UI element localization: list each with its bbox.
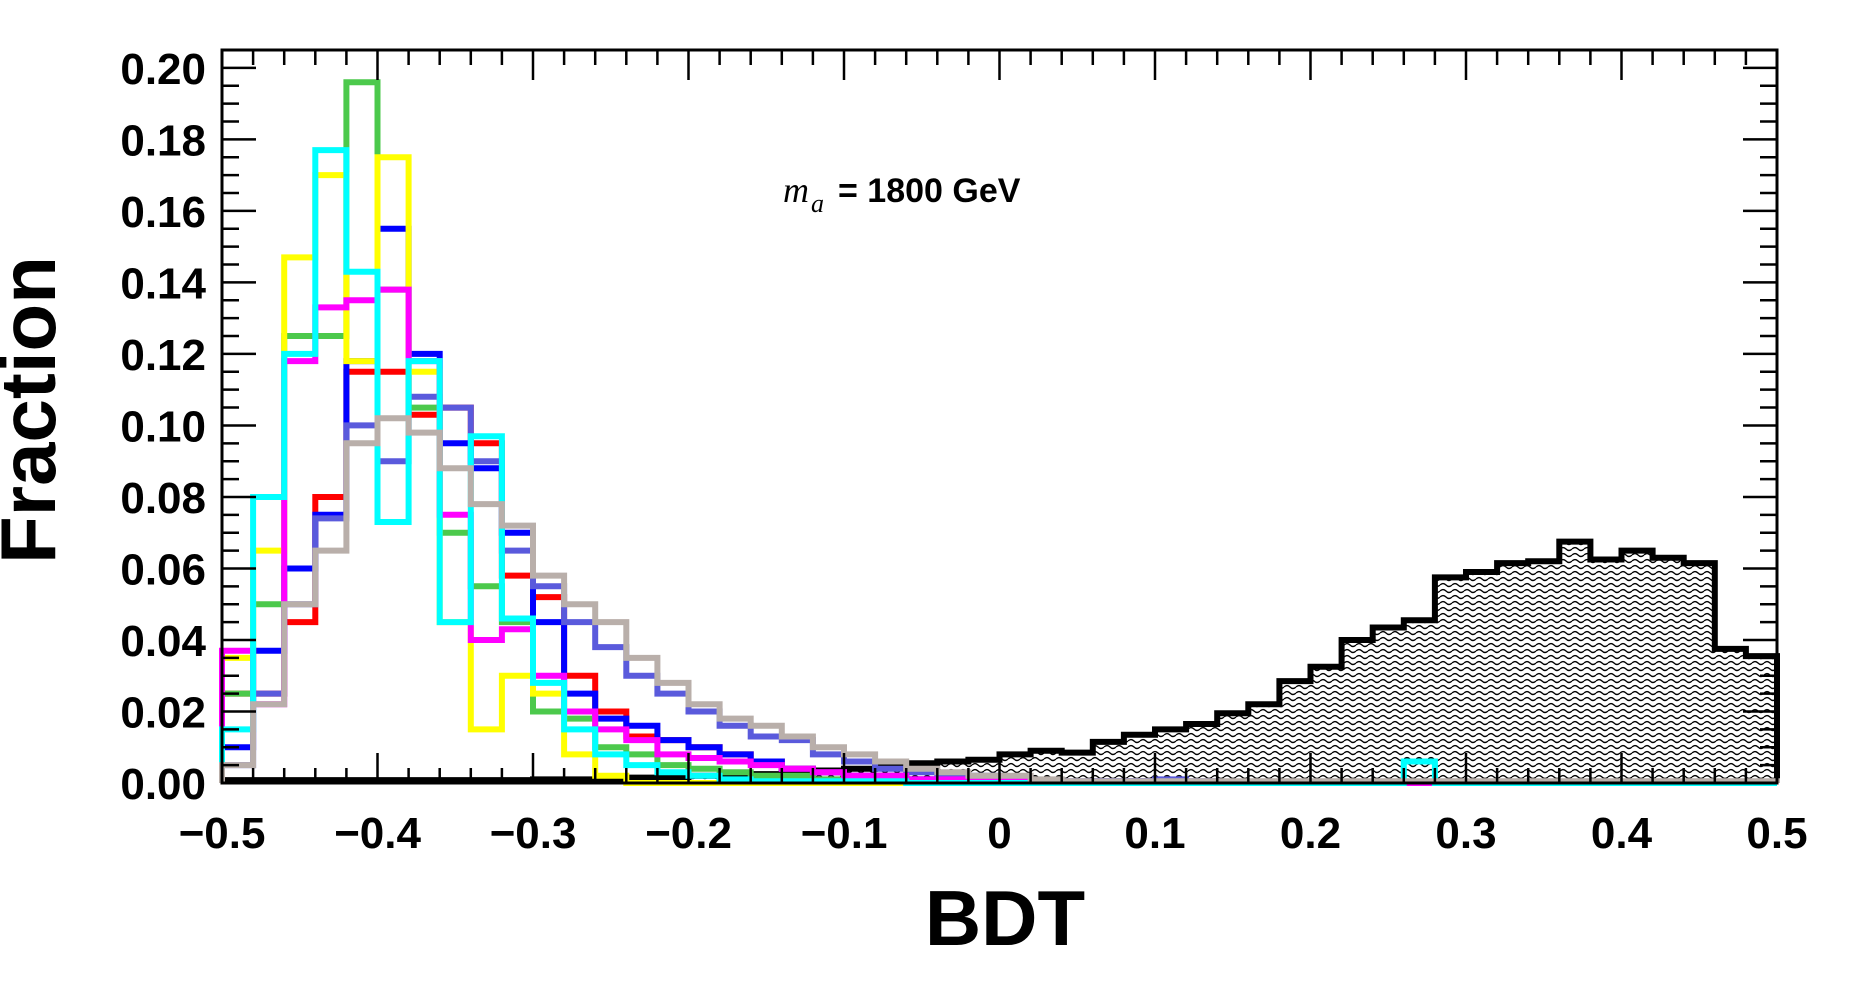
annotation-symbol: m bbox=[783, 170, 809, 210]
x-tick-label: 0.3 bbox=[1435, 809, 1496, 858]
y-tick-label: 0.00 bbox=[120, 760, 206, 809]
series-0-fill bbox=[222, 541, 1777, 783]
x-tick-label: −0.2 bbox=[645, 809, 732, 858]
x-tick-label: 0.5 bbox=[1746, 809, 1807, 858]
mass-annotation: m a = 1800 GeV bbox=[783, 170, 1021, 218]
y-tick-label: 0.18 bbox=[120, 116, 206, 165]
y-tick-label: 0.14 bbox=[120, 259, 206, 308]
y-tick-label: 0.02 bbox=[120, 688, 206, 737]
tick-labels: −0.5 −0.4 −0.3 −0.2 −0.1 0 0.1 0.2 0.3 0.4 0.5 0.00… bbox=[120, 45, 1807, 858]
annotation-subscript: a bbox=[811, 189, 824, 218]
y-tick-label: 0.08 bbox=[120, 474, 206, 523]
y-axis-title: Fraction bbox=[0, 256, 72, 564]
x-tick-label: −0.1 bbox=[801, 809, 888, 858]
series-0-outline bbox=[219, 538, 1780, 784]
x-tick-label: 0.1 bbox=[1124, 809, 1185, 858]
y-tick-label: 0.04 bbox=[120, 617, 206, 666]
y-tick-label: 0.16 bbox=[120, 188, 206, 237]
x-tick-label: −0.5 bbox=[179, 809, 266, 858]
x-tick-label: 0 bbox=[987, 809, 1011, 858]
x-tick-label: 0.2 bbox=[1280, 809, 1341, 858]
x-tick-label: −0.4 bbox=[334, 809, 421, 858]
series-7-outline bbox=[219, 147, 1777, 786]
axis-ticks bbox=[220, 48, 1779, 785]
annotation-text: = 1800 GeV bbox=[838, 172, 1021, 210]
x-tick-label: 0.4 bbox=[1591, 809, 1653, 858]
y-tick-label: 0.10 bbox=[120, 402, 206, 451]
series-7 bbox=[219, 147, 1777, 786]
x-tick-label: −0.3 bbox=[490, 809, 577, 858]
y-tick-label: 0.12 bbox=[120, 331, 206, 380]
y-tick-label: 0.06 bbox=[120, 545, 206, 594]
series-0 bbox=[219, 538, 1780, 784]
x-axis-title: BDT bbox=[925, 874, 1085, 962]
y-tick-label: 0.20 bbox=[120, 45, 206, 94]
